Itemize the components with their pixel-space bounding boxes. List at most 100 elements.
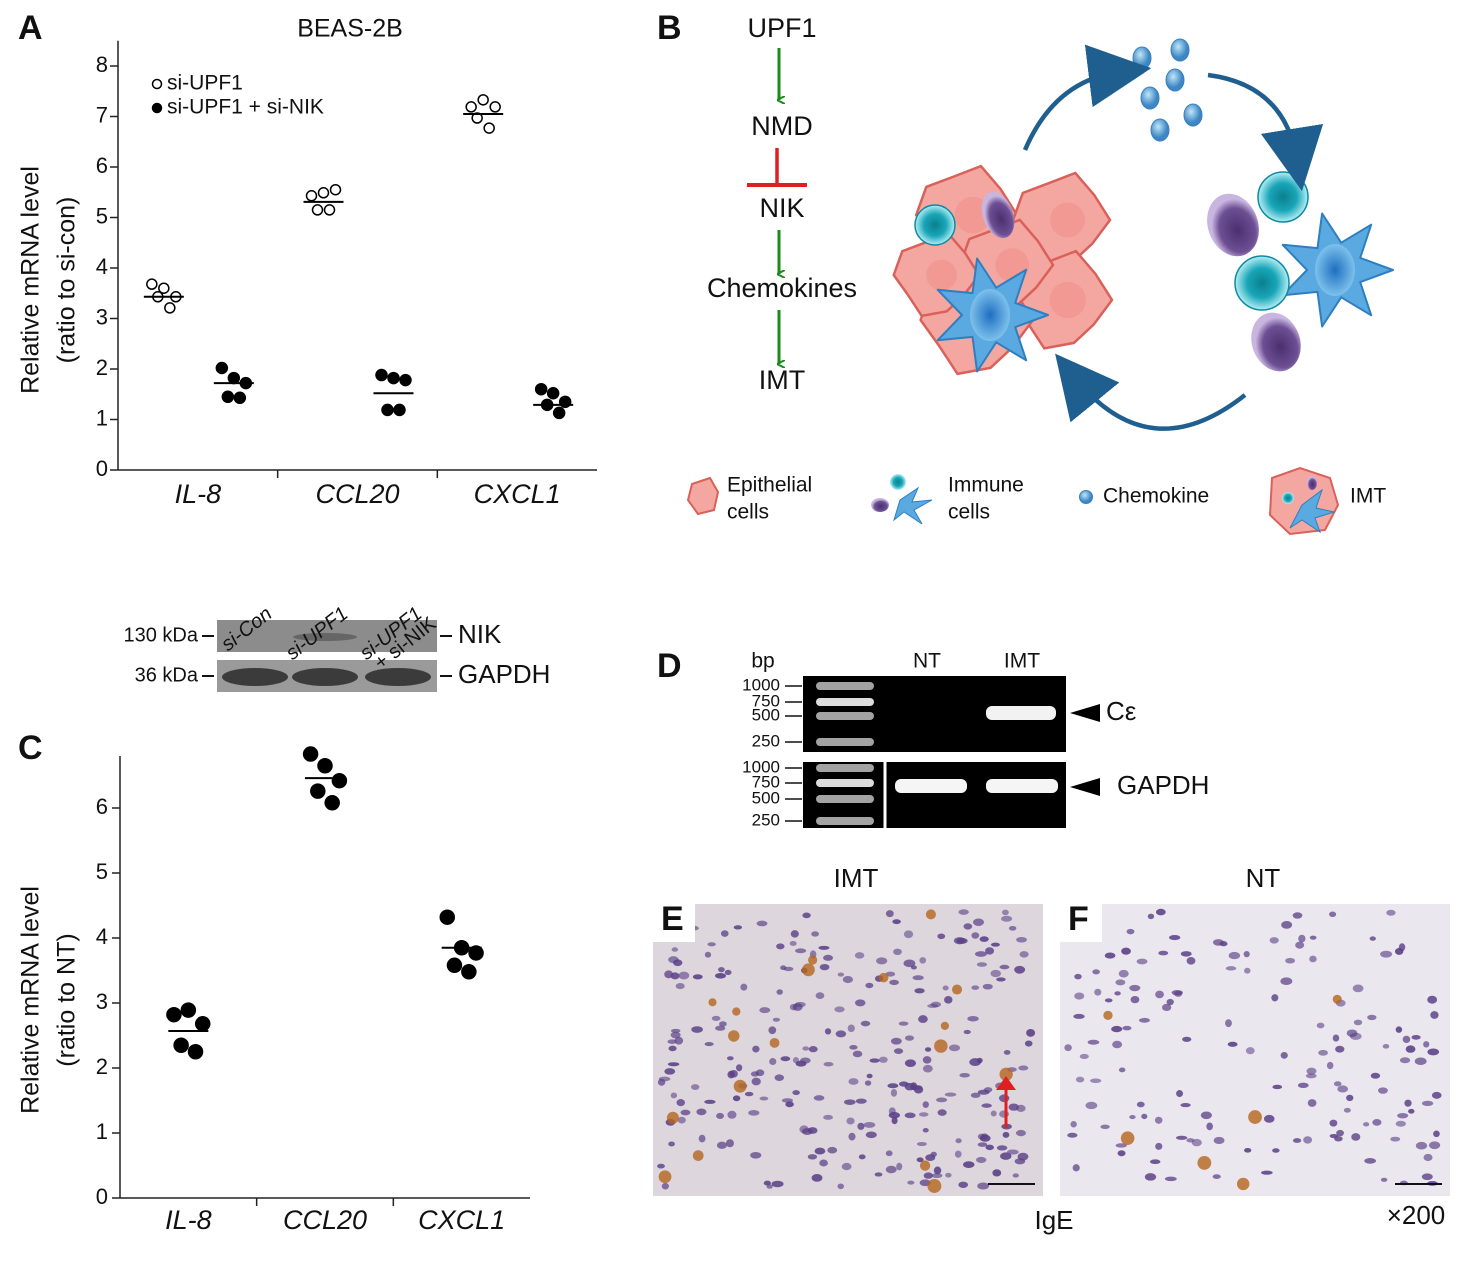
cell-nucleus: [756, 920, 768, 927]
blot-protein-label: GAPDH: [458, 659, 550, 689]
blot-size-label: 36 kDa: [135, 664, 199, 686]
cell-nucleus: [1363, 1122, 1370, 1127]
legend-epithelial-icon: [686, 476, 720, 516]
y-tick-label: 4: [96, 254, 108, 279]
cell-nucleus: [1380, 1177, 1388, 1182]
cell-nucleus: [1136, 958, 1148, 965]
gel-band: [895, 779, 967, 793]
dendritic-nucleus: [970, 289, 1010, 341]
panel-label: A: [18, 9, 43, 47]
cell-nucleus: [1433, 1130, 1440, 1138]
cell-nucleus: [1008, 1103, 1019, 1111]
micrograph: [653, 904, 1043, 1196]
cell-nucleus: [819, 963, 830, 971]
cell-nucleus: [1305, 1073, 1317, 1079]
cell-nucleus: [707, 942, 716, 947]
indicator-arrowhead: [996, 1076, 1016, 1090]
ige-positive-cell: [728, 1030, 740, 1042]
cell-nucleus: [658, 1076, 671, 1082]
x-tick-label: CCL20: [283, 1205, 367, 1235]
cell-nucleus: [1182, 1036, 1192, 1042]
ige-positive-cell: [808, 955, 818, 965]
blot-band: [292, 668, 358, 686]
cell-nucleus: [1421, 1173, 1433, 1181]
cell-nucleus: [927, 1003, 939, 1008]
cell-nucleus: [865, 1131, 877, 1139]
cell-nucleus: [931, 1173, 943, 1179]
flow-arrow: [1207, 72, 1324, 192]
cell-nucleus: [1404, 1099, 1412, 1107]
cell-nucleus: [1405, 1045, 1416, 1053]
ladder-label: 250: [752, 810, 780, 829]
cell-nucleus: [1175, 1135, 1188, 1140]
ladder-band: [816, 817, 874, 825]
cell-nucleus: [1402, 1035, 1411, 1044]
cell-nucleus: [849, 1045, 858, 1050]
flow-arrow: [1022, 44, 1152, 151]
cell-nucleus: [772, 1017, 780, 1022]
cell-nucleus: [763, 1180, 771, 1186]
cell-nucleus: [1155, 990, 1164, 999]
cell-nucleus: [971, 932, 980, 939]
cell-nucleus: [1364, 1157, 1376, 1164]
legend-immune-icon: [890, 474, 906, 490]
cell-nucleus: [891, 1116, 898, 1125]
cell-nucleus: [1427, 995, 1438, 1004]
cell-nucleus: [771, 1180, 784, 1188]
ladder-label: 750: [752, 772, 780, 791]
cell-nucleus: [789, 1003, 798, 1011]
y-tick-label: 3: [96, 989, 108, 1014]
data-point: [446, 957, 463, 974]
cell-nucleus: [1369, 936, 1376, 941]
cell-nucleus: [1112, 1040, 1123, 1049]
data-point: [166, 1006, 182, 1023]
cell-nucleus: [744, 1091, 754, 1097]
ladder-band: [816, 764, 874, 772]
cell-nucleus: [724, 969, 732, 976]
pathway-node: Chemokines: [707, 273, 857, 303]
diagram-legend-label: Immune: [948, 474, 1024, 497]
chemokine: [1150, 118, 1170, 142]
cell-nucleus: [1003, 1049, 1011, 1055]
ladder-band: [816, 795, 874, 803]
panel-label-box: [653, 904, 695, 942]
ige-positive-cell: [878, 972, 889, 983]
panel-label: D: [657, 647, 682, 685]
data-point: [324, 795, 340, 811]
cell-nucleus: [1245, 1047, 1255, 1055]
cell-nucleus: [808, 1046, 818, 1053]
cell-nucleus: [1220, 940, 1228, 947]
ige-positive-cell: [802, 963, 815, 977]
cell-nucleus: [1138, 1017, 1150, 1023]
cell-nucleus: [755, 1069, 765, 1077]
cell-nucleus: [896, 1162, 903, 1171]
cell-nucleus: [774, 1074, 785, 1081]
data-point: [329, 183, 342, 196]
cell-nucleus: [1018, 1065, 1029, 1071]
panel-label: C: [18, 729, 43, 767]
cell-nucleus: [1430, 1011, 1439, 1019]
data-point: [227, 371, 241, 385]
cell-nucleus: [1075, 1076, 1085, 1083]
cell-nucleus: [844, 1099, 856, 1105]
cell-nucleus: [1394, 947, 1404, 955]
data-point: [439, 909, 456, 925]
epithelial-cell-nucleus: [926, 259, 957, 291]
cell-nucleus: [776, 989, 783, 995]
cell-nucleus: [1292, 912, 1303, 919]
cell-nucleus: [948, 1044, 961, 1052]
cell-nucleus: [922, 1101, 929, 1109]
cell-nucleus: [885, 971, 896, 977]
cell-nucleus: [907, 1180, 915, 1185]
chemokine: [1140, 86, 1160, 110]
flow-arrow: [1055, 353, 1247, 431]
cell-nucleus: [814, 1147, 826, 1155]
cell-nucleus: [963, 1161, 975, 1169]
cell-nucleus: [1280, 977, 1293, 986]
cell-nucleus: [918, 1112, 929, 1117]
cell-nucleus: [898, 1021, 909, 1026]
cell-nucleus: [1126, 928, 1135, 935]
cell-nucleus: [1180, 951, 1192, 957]
y-tick-label: 5: [96, 859, 108, 884]
ladder-label: 500: [752, 705, 780, 724]
